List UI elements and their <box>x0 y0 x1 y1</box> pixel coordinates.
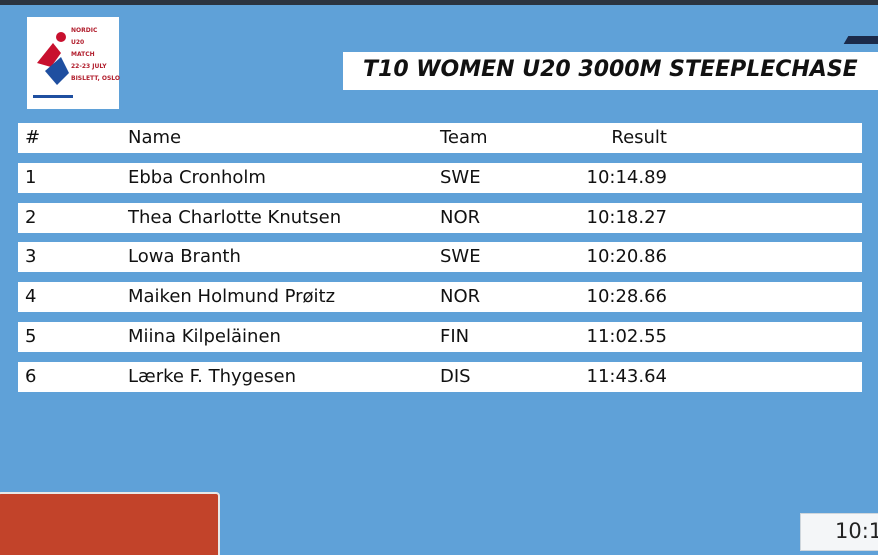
cell: Lærke F. Thygesen <box>128 366 297 387</box>
result-row: 1 Ebba Cronholm SWE 10:14.89 <box>18 163 862 193</box>
header-row: # Name Team Result <box>18 123 862 153</box>
cell: Result <box>611 127 667 148</box>
clock-box: 10:1 <box>800 513 878 551</box>
cell: Ebba Cronholm <box>128 167 266 188</box>
cell: 10:28.66 <box>586 286 668 307</box>
clock: 10:1 <box>835 519 878 543</box>
cell: 10:14.89 <box>586 167 668 188</box>
cell: 6 <box>25 366 37 387</box>
logo-text: 22-23 JULY <box>71 63 107 70</box>
cell: 10:18.27 <box>586 207 668 228</box>
cell: Maiken Holmund Prøitz <box>128 286 336 307</box>
cell: SWE <box>440 167 481 188</box>
cell: NOR <box>440 286 481 307</box>
cell: Name <box>128 127 182 148</box>
cell: Lowa Branth <box>128 246 241 267</box>
cell: 2 <box>25 207 37 228</box>
result-row: 3 Lowa Branth SWE 10:20.86 <box>18 242 862 272</box>
result-row: 2 Thea Charlotte Knutsen NOR 10:18.27 <box>18 203 862 233</box>
event-title: T10 WOMEN U20 3000M STEEPLECHASE <box>363 57 858 82</box>
cell: # <box>25 127 41 148</box>
cell: Miina Kilpeläinen <box>128 326 281 347</box>
result-row: 6 Lærke F. Thygesen DIS 11:43.64 <box>18 362 862 392</box>
cell: 3 <box>25 246 37 267</box>
logo-text: BISLETT, OSLO <box>71 75 121 82</box>
cell: 11:43.64 <box>586 366 668 387</box>
result-row: 5 Miina Kilpeläinen FIN 11:02.55 <box>18 322 862 352</box>
top-edge <box>0 0 878 5</box>
logo-text: U20 <box>71 39 85 46</box>
event-logo: NORDIC U20 MATCH 22-23 JULY BISLETT, OSLO <box>27 17 121 109</box>
cell: Thea Charlotte Knutsen <box>128 207 342 228</box>
side-panel <box>0 492 220 555</box>
cell: 11:02.55 <box>586 326 668 347</box>
cell: NOR <box>440 207 481 228</box>
cell: Team <box>440 127 488 148</box>
logo-text: NORDIC <box>71 27 98 34</box>
logo-figure <box>33 32 73 98</box>
cell: DIS <box>440 366 471 387</box>
corner-strip <box>843 36 878 44</box>
cell: 10:20.86 <box>586 246 668 267</box>
cell: 5 <box>25 326 37 347</box>
result-row: 4 Maiken Holmund Prøitz NOR 10:28.66 <box>18 282 862 312</box>
cell: FIN <box>440 326 470 347</box>
logo-text: MATCH <box>71 51 95 58</box>
cell: 4 <box>25 286 37 307</box>
cell: SWE <box>440 246 481 267</box>
cell: 1 <box>25 167 37 188</box>
title-bar: T10 WOMEN U20 3000M STEEPLECHASE <box>343 52 878 90</box>
